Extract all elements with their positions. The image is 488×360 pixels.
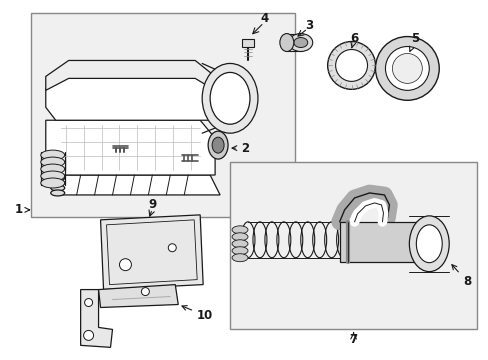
- Text: 5: 5: [409, 32, 419, 51]
- Ellipse shape: [210, 72, 249, 124]
- Ellipse shape: [232, 226, 247, 234]
- Ellipse shape: [232, 240, 247, 248]
- Ellipse shape: [51, 180, 64, 186]
- Ellipse shape: [41, 164, 64, 174]
- Ellipse shape: [415, 225, 441, 263]
- Ellipse shape: [392, 54, 422, 84]
- Ellipse shape: [212, 137, 224, 153]
- Ellipse shape: [208, 131, 227, 159]
- Text: 7: 7: [349, 333, 357, 346]
- Polygon shape: [46, 60, 215, 90]
- Ellipse shape: [375, 37, 438, 100]
- Ellipse shape: [51, 185, 64, 191]
- Polygon shape: [46, 120, 215, 175]
- Ellipse shape: [119, 259, 131, 271]
- Text: 2: 2: [232, 141, 248, 155]
- Ellipse shape: [293, 37, 307, 48]
- Bar: [31, 13, 294, 217]
- Ellipse shape: [141, 288, 149, 296]
- Bar: [339, 222, 419, 262]
- Ellipse shape: [385, 46, 428, 90]
- Polygon shape: [81, 289, 112, 347]
- Text: 8: 8: [451, 265, 470, 288]
- Text: 9: 9: [148, 198, 156, 211]
- Ellipse shape: [327, 41, 375, 89]
- Text: 6: 6: [350, 32, 358, 48]
- Ellipse shape: [335, 50, 367, 81]
- Text: 3: 3: [305, 19, 313, 32]
- Polygon shape: [46, 72, 215, 120]
- Ellipse shape: [51, 190, 64, 196]
- Bar: [229, 162, 476, 329]
- Ellipse shape: [232, 254, 247, 262]
- Text: 10: 10: [182, 306, 213, 322]
- Polygon shape: [101, 215, 203, 289]
- Ellipse shape: [202, 63, 258, 133]
- Ellipse shape: [41, 157, 64, 167]
- Ellipse shape: [41, 171, 64, 181]
- Text: 4: 4: [260, 12, 268, 25]
- Ellipse shape: [84, 298, 92, 306]
- Ellipse shape: [83, 330, 93, 340]
- Ellipse shape: [408, 216, 448, 272]
- Bar: [242, 39, 253, 46]
- Ellipse shape: [51, 175, 64, 181]
- Ellipse shape: [288, 33, 312, 51]
- Ellipse shape: [279, 33, 293, 51]
- Ellipse shape: [41, 150, 64, 160]
- Ellipse shape: [232, 233, 247, 241]
- Ellipse shape: [41, 178, 64, 188]
- Ellipse shape: [168, 244, 176, 252]
- Ellipse shape: [232, 247, 247, 255]
- Text: 1: 1: [15, 203, 30, 216]
- Polygon shape: [99, 285, 178, 307]
- Polygon shape: [56, 175, 220, 195]
